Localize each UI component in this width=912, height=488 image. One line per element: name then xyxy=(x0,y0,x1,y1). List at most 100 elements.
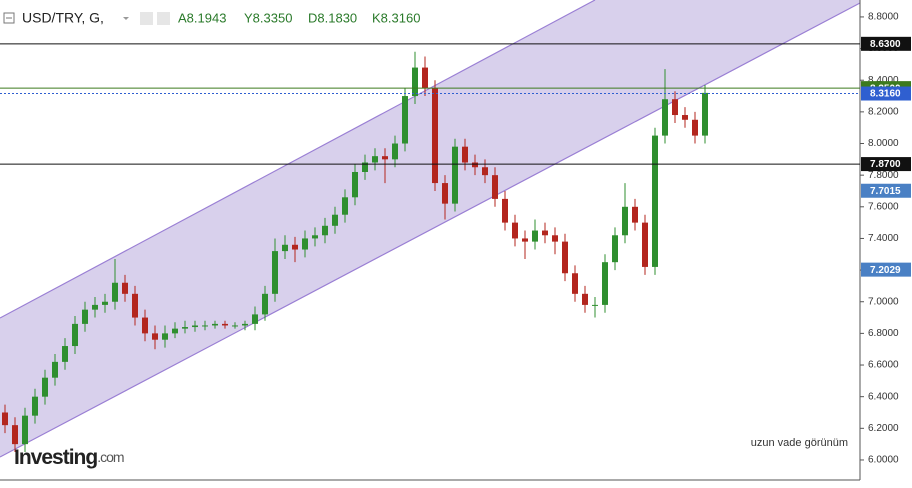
candle-body xyxy=(192,325,198,328)
candle-body xyxy=(542,230,548,236)
candle-body xyxy=(292,244,298,250)
candle-body xyxy=(302,238,308,250)
y-tick-label: 8.4000 xyxy=(868,75,899,86)
y-tick-label: 7.6000 xyxy=(868,201,899,212)
candle-body xyxy=(152,333,158,340)
candle-body xyxy=(92,304,98,310)
candle-body xyxy=(202,325,208,327)
candle-body xyxy=(72,323,78,347)
candle-body xyxy=(702,92,708,136)
candle-body xyxy=(62,346,68,362)
y-tick-label: 6.0000 xyxy=(868,455,899,466)
candle-body xyxy=(142,317,148,334)
channel-upper xyxy=(0,0,596,319)
candle-body xyxy=(462,146,468,163)
channel-lower xyxy=(0,2,861,458)
candle-body xyxy=(612,235,618,263)
candle-body xyxy=(402,96,408,144)
candle-body xyxy=(442,183,448,204)
y-tick-label: 8.0000 xyxy=(868,138,899,149)
level-label: 8.3160 xyxy=(870,89,901,100)
y-tick-label: 6.8000 xyxy=(868,328,899,339)
y-tick-label: 6.6000 xyxy=(868,360,899,371)
y-tick-label: 8.8000 xyxy=(868,12,899,23)
candle-body xyxy=(622,206,628,236)
candle-body xyxy=(362,162,368,172)
candle-body xyxy=(42,377,48,397)
candle-body xyxy=(672,99,678,116)
candle-body xyxy=(522,238,528,242)
level-tag xyxy=(861,157,911,172)
candle-body xyxy=(452,146,458,204)
level-label: 7.2029 xyxy=(870,265,901,276)
candle-body xyxy=(162,333,168,340)
candle-body xyxy=(392,143,398,160)
candle-body xyxy=(32,396,38,416)
header: USD/TRY, G, A8.1943 Y8.3350 D8.1830 K8.3… xyxy=(3,10,420,26)
candle-body xyxy=(2,412,8,426)
level-label: 8.6300 xyxy=(870,39,901,50)
candle-body xyxy=(602,262,608,305)
candle-body xyxy=(132,293,138,318)
candle-body xyxy=(242,323,248,326)
candle-body xyxy=(352,171,358,198)
level-tag xyxy=(861,183,911,198)
candle-body xyxy=(232,325,238,327)
candle-body xyxy=(122,282,128,294)
candle-body xyxy=(112,282,118,302)
plot xyxy=(2,51,708,453)
logo-suffix: .com xyxy=(97,449,124,465)
ohlc-high: Y8.3350 xyxy=(244,10,292,25)
y-tick-label: 7.4000 xyxy=(868,233,899,244)
candle-body xyxy=(372,156,378,163)
candle-body xyxy=(692,119,698,136)
settings-icon[interactable] xyxy=(157,12,170,25)
candle-body xyxy=(252,314,258,324)
candle-body xyxy=(592,304,598,306)
level-tag xyxy=(861,36,911,51)
candle-body xyxy=(552,235,558,242)
ohlc-close: K8.3160 xyxy=(372,10,420,25)
candle-body xyxy=(412,67,418,97)
candle-body xyxy=(572,273,578,294)
candle-body xyxy=(262,293,268,315)
logo-main: Investing xyxy=(14,446,97,469)
candle-body xyxy=(432,88,438,184)
y-tick-label: 7.0000 xyxy=(868,296,899,307)
level-label: 7.8700 xyxy=(870,159,901,170)
y-tick-label: 6.2000 xyxy=(868,423,899,434)
candle-body xyxy=(532,230,538,242)
eye-icon[interactable] xyxy=(140,12,153,25)
symbol: USD/TRY, G, xyxy=(22,10,104,26)
candle-body xyxy=(222,323,228,326)
candle-body xyxy=(482,167,488,176)
candle-body xyxy=(472,162,478,168)
candle-body xyxy=(322,225,328,236)
ohlc-low: D8.1830 xyxy=(308,10,357,25)
candle-body xyxy=(102,301,108,305)
candle-body xyxy=(52,361,58,378)
annotation: uzun vade görünüm xyxy=(751,437,848,449)
level-label: 7.7015 xyxy=(870,186,901,197)
candle-body xyxy=(642,222,648,267)
candle-body xyxy=(212,323,218,326)
candle-body xyxy=(272,251,278,294)
candle-body xyxy=(332,214,338,226)
dropdown-arrow[interactable] xyxy=(123,17,129,20)
candle-body xyxy=(502,198,508,223)
candle-body xyxy=(172,328,178,334)
level-tag xyxy=(861,262,911,277)
logo: Investing.com xyxy=(14,446,124,469)
candle-body xyxy=(282,244,288,252)
candle-body xyxy=(382,156,388,160)
candle-body xyxy=(422,67,428,89)
candle-body xyxy=(512,222,518,239)
channel-fill xyxy=(0,0,860,457)
candle-body xyxy=(662,99,668,136)
candle-body xyxy=(182,327,188,329)
candle-body xyxy=(82,309,88,324)
candle-body xyxy=(312,235,318,239)
candle-body xyxy=(582,293,588,305)
candle-body xyxy=(342,197,348,215)
